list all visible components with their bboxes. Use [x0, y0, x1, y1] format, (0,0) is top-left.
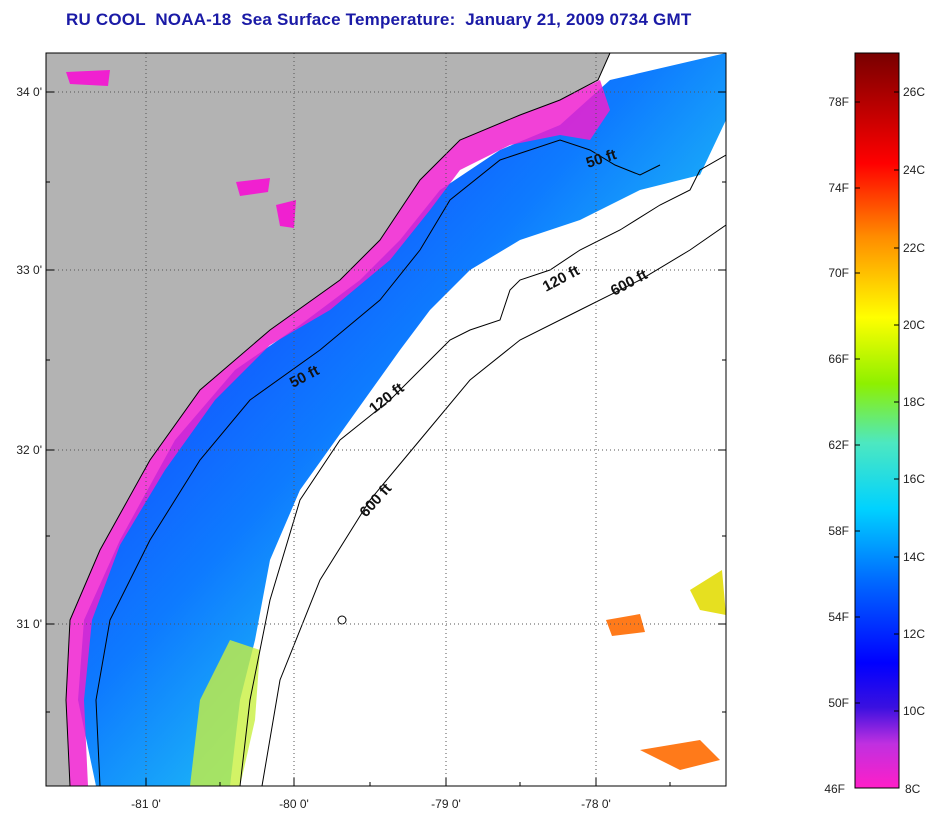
land [46, 53, 610, 786]
lat-label-33: 33 0' [16, 263, 42, 277]
coastline [65, 53, 611, 786]
lon-label-81: -81 0' [131, 797, 161, 811]
graticule [46, 53, 726, 786]
inland-lake-1 [236, 178, 270, 196]
sst-warm-patch-3 [690, 570, 726, 615]
lon-label-80: -80 0' [279, 797, 309, 811]
contour-600ft [261, 224, 726, 786]
axis-ticks [46, 91, 726, 786]
sst-band [78, 53, 726, 786]
lat-label-31: 31 0' [16, 617, 42, 631]
contour-120ft [239, 154, 726, 786]
lon-label-78: -78 0' [581, 797, 611, 811]
sst-warm-pocket [190, 640, 260, 786]
sst-coastal-cold [66, 80, 610, 786]
map-frame [45, 52, 727, 787]
sst-warm-patch-1 [640, 740, 720, 770]
inland-lake-3 [66, 70, 110, 86]
contour-50ft [95, 139, 661, 786]
lat-label-32: 32 0' [16, 443, 42, 457]
lon-label-79: -79 0' [431, 797, 461, 811]
lat-label-34: 34 0' [16, 85, 42, 99]
inland-lake-2 [276, 200, 296, 228]
map-title: RU COOL NOAA-18 Sea Surface Temperature:… [66, 10, 692, 29]
sst-warm-patch-2 [606, 614, 645, 636]
